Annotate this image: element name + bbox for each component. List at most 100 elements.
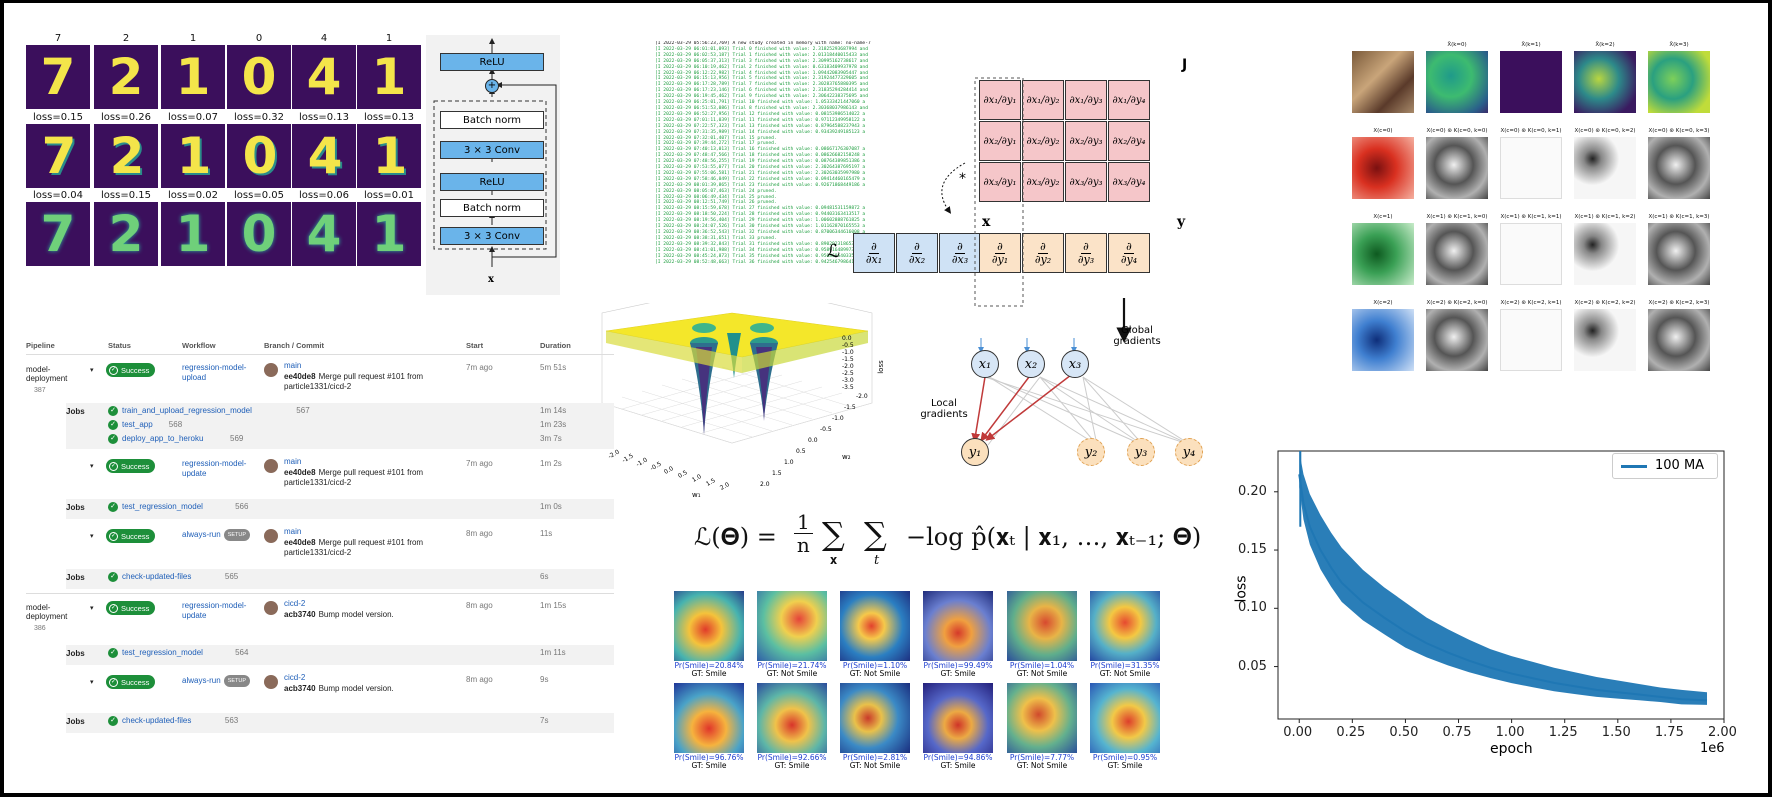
job-link[interactable]: train_and_upload_regression_model: [122, 406, 252, 415]
jacobian-entry: ∂x₁/∂y₂: [1026, 94, 1060, 106]
formula-lhs: ℒ(𝚯) =: [694, 523, 777, 551]
commit-hash[interactable]: ee40de8: [284, 468, 316, 477]
job-link[interactable]: check-updated-files: [122, 572, 192, 581]
log-line: [I 2022-03-29 08:24:07,526] Trial 30 fin…: [655, 224, 866, 230]
branch-link[interactable]: main: [284, 527, 302, 536]
conv-panel-title: X(c=0) ⊛ K(c=0, k=2): [1574, 128, 1636, 134]
conv-panel-title: X(c=1) ⊛ K(c=1, k=3): [1648, 214, 1710, 220]
row-divider: [26, 593, 614, 594]
branch-link[interactable]: main: [284, 361, 302, 370]
commit-hash[interactable]: acb3740: [284, 610, 316, 619]
status-text: Success: [121, 603, 150, 613]
duration: 9s: [540, 675, 549, 684]
mnist-digit: 0: [241, 205, 277, 263]
jacobian-cell: ∂x₁/∂y₁: [979, 80, 1021, 120]
smile-probability: Pr(Smile)=94.86%: [923, 753, 993, 762]
job-link[interactable]: test_regression_model: [122, 648, 203, 657]
conv-panel-image: [1426, 51, 1488, 113]
jobs-label: Jobs: [66, 717, 85, 726]
commit-hash[interactable]: acb3740: [284, 684, 316, 693]
conv-panel-image: [1574, 309, 1636, 371]
mnist-digit: 4: [307, 127, 343, 185]
smile-probability: Pr(Smile)=21.74%: [757, 661, 827, 670]
branch-link[interactable]: cicd-2: [284, 599, 306, 608]
x-tick-label: 1.25: [1548, 725, 1578, 740]
workflow-link[interactable]: regression-model-update: [182, 459, 252, 479]
chevron-down-icon[interactable]: ▾: [90, 463, 94, 470]
ground-truth: GT: Not Smile: [1099, 669, 1151, 678]
job-link[interactable]: deploy_app_to_heroku: [122, 434, 204, 443]
log-line: [I 2022-03-29 08:41:01,988] Trial 34 fin…: [655, 247, 866, 253]
status-badge[interactable]: ✓ Success: [106, 529, 156, 543]
branch-link[interactable]: cicd-2: [284, 673, 306, 682]
mnist-digit: 4: [306, 205, 342, 263]
jacobian-cell: ∂x₁/∂y₂: [1022, 80, 1064, 120]
ground-truth: GT: Smile: [774, 761, 810, 770]
mnist-digit: 0: [241, 48, 277, 106]
status-badge[interactable]: ✓ Success: [106, 459, 156, 473]
y-grad-cell: ∂ ∂y₃: [1065, 233, 1107, 273]
log-line: [I 2022-03-29 06:17:28,789] Trial 7 fini…: [655, 82, 868, 88]
mnist-image: 4: [292, 202, 356, 266]
job-link[interactable]: test_regression_model: [122, 502, 203, 511]
job-link[interactable]: test_app: [122, 420, 153, 429]
face-caption: Pr(Smile)=1.04% GT: Not Smile: [997, 662, 1087, 678]
pipeline-name[interactable]: model-deployment: [26, 365, 68, 383]
commit-hash[interactable]: ee40de8: [284, 372, 316, 381]
mnist-digit: 1: [175, 48, 211, 106]
conv-panel-image: [1648, 51, 1710, 113]
check-icon: ✓: [108, 406, 118, 416]
job-duration: 7s: [540, 716, 549, 725]
face-heatmap-image: [840, 591, 910, 661]
workflow-link[interactable]: regression-model-upload: [182, 363, 252, 383]
global-gradients-label: Global gradients: [1113, 325, 1161, 347]
fraction-num: ∂: [1124, 239, 1134, 254]
conv-panel-image: [1426, 309, 1488, 371]
check-icon: ✓: [108, 648, 118, 658]
log-line: [I 2022-03-29 07:01:11,039] Trial 11 fin…: [655, 117, 866, 123]
mnist-label: loss=0.01: [364, 190, 414, 201]
job-number: 563: [224, 716, 239, 725]
mnist-label: 4: [320, 33, 328, 44]
mnist-image: 7: [26, 124, 90, 188]
commit-message: Bump model version.: [318, 610, 394, 619]
partial-fraction: ∂ ∂y₂: [1035, 240, 1051, 266]
face-caption: Pr(Smile)=20.84% GT: Smile: [664, 662, 754, 678]
fraction-den: ∂x₁: [865, 252, 883, 266]
fraction-den: ∂y₄: [1120, 252, 1138, 266]
loss-chart-xscale: 1e6: [1700, 741, 1725, 756]
workflow-link[interactable]: regression-model-update: [182, 601, 252, 621]
workflow-link[interactable]: always-run SETUP: [182, 529, 252, 541]
chevron-down-icon[interactable]: ▾: [90, 605, 94, 612]
jacobian-cell: ∂x₃/∂y₄: [1108, 162, 1150, 202]
jobs-section: [66, 499, 614, 519]
status-badge[interactable]: ✓ Success: [106, 363, 156, 377]
chevron-down-icon[interactable]: ▾: [90, 367, 94, 374]
branch-link[interactable]: main: [284, 457, 302, 466]
relu-mid-box: ReLU: [440, 173, 544, 191]
jacobian-cell: ∂x₂/∂y₃: [1065, 121, 1107, 161]
avatar: [264, 675, 278, 689]
job-link[interactable]: check-updated-files: [122, 716, 192, 725]
start-time: 7m ago: [466, 363, 493, 372]
conv-panel-image: [1352, 309, 1414, 371]
log-line: [I 2022-03-29 08:18:50,224] Trial 28 fin…: [655, 212, 866, 218]
batch-norm-box-1: Batch norm: [440, 111, 544, 129]
log-line: [I 2022-03-29 06:10:19,462] Trial 2 fini…: [655, 64, 868, 70]
chevron-down-icon[interactable]: ▾: [90, 679, 94, 686]
z-tick: -3.0: [842, 377, 854, 384]
chevron-down-icon[interactable]: ▾: [90, 533, 94, 540]
mnist-image: 0: [227, 202, 291, 266]
mnist-image: 1: [161, 45, 225, 109]
status-badge[interactable]: ✓ Success: [106, 601, 156, 615]
status-badge[interactable]: ✓ Success: [106, 675, 156, 689]
log-line: [I 2022-03-29 08:19:56,404] Trial 29 fin…: [655, 218, 866, 224]
workflow-link[interactable]: always-run SETUP: [182, 675, 252, 687]
commit-hash[interactable]: ee40de8: [284, 538, 316, 547]
y-tick-label: 0.10: [1238, 600, 1267, 616]
avatar: [264, 459, 278, 473]
mnist-label: 7: [54, 33, 62, 44]
smile-probability: Pr(Smile)=96.76%: [674, 753, 744, 762]
loss-formula: ℒ(𝚯) = 1 n ∑ 𝐱 ∑ t −log p̂(𝐱ₜ | 𝐱₁, …, 𝐱…: [694, 511, 1214, 571]
pipeline-name[interactable]: model-deployment: [26, 603, 68, 621]
